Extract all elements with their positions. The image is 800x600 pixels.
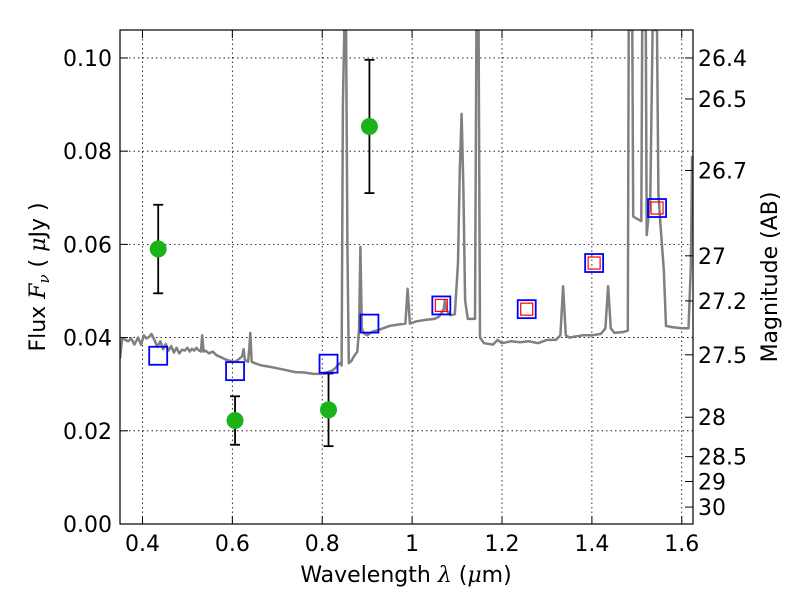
y2-axis-label: Magnitude (AB) <box>758 192 783 363</box>
x-tick-label: 1.6 <box>664 532 699 557</box>
mag-tick-label: 28.5 <box>698 446 747 471</box>
x-axis-label-unit-mu: μ <box>467 563 481 588</box>
observed-photometry-point <box>360 117 378 135</box>
model-photometry-inner-square <box>434 298 448 313</box>
model-spectrum <box>120 30 693 376</box>
y-tick-label: 0.10 <box>63 47 112 72</box>
mag-tick-label: 29 <box>698 470 726 495</box>
y-tick-label: 0.00 <box>63 513 112 538</box>
grid-lines <box>120 30 693 525</box>
y-tick-label: 0.02 <box>63 420 112 445</box>
data-markers <box>148 117 667 430</box>
x-tick-label: 1 <box>405 532 419 557</box>
model-photometry-square <box>647 198 667 218</box>
mag-tick-label: 26.4 <box>698 47 747 72</box>
y-tick-label: 0.04 <box>63 327 112 352</box>
observed-photometry-point <box>226 412 244 430</box>
model-photometry-square <box>516 299 537 320</box>
mag-tick-label: 27.2 <box>698 290 747 315</box>
x-axis-label-unit-rest: m) <box>482 563 512 588</box>
y-axis-label-symbol: F <box>26 283 51 300</box>
mag-tick-label: 27 <box>698 245 726 270</box>
x-tick-label: 1.4 <box>574 532 609 557</box>
y-axis-label-unit-open: ( <box>26 252 51 275</box>
y-tick-label: 0.06 <box>63 233 112 258</box>
model-spectrum-line <box>120 30 693 376</box>
y-axis-label-text: Flux <box>26 299 51 352</box>
model-photometry-square <box>584 253 605 273</box>
observed-photometry-point <box>320 401 338 419</box>
y-axis-label: Flux Fν ( μJy ) <box>26 202 53 351</box>
model-photometry-square <box>318 353 339 374</box>
plot-background <box>120 30 693 524</box>
y-axis-label-unit-rest: Jy ) <box>26 202 51 239</box>
model-photometry-inner-square <box>520 302 534 316</box>
mag-tick-label: 28 <box>698 406 726 431</box>
x-tick-label: 0.8 <box>305 532 340 557</box>
x-axis-label: Wavelength λ (μm) <box>300 563 511 588</box>
y-axis-label-subscript: ν <box>35 274 53 283</box>
mag-tick-label: 30 <box>698 496 726 521</box>
mag-tick-label: 26.7 <box>698 159 747 184</box>
x-tick-label: 1.2 <box>485 532 520 557</box>
x-tick-label: 0.4 <box>125 532 160 557</box>
x-axis-label-unit-open: ( <box>452 563 468 588</box>
x-axis-label-text: Wavelength <box>300 563 438 588</box>
x-axis-label-symbol: λ <box>437 563 452 588</box>
y-axis-label-unit-mu: μ <box>26 238 51 252</box>
model-photometry-square <box>431 295 452 316</box>
plot-frame <box>119 29 694 525</box>
model-photometry-inner-square <box>587 256 601 270</box>
x-tick-label: 0.6 <box>215 532 250 557</box>
model-photometry-square <box>225 361 245 382</box>
observed-photometry-point <box>149 240 167 258</box>
model-photometry-square <box>359 313 380 334</box>
axis-ticks: 0.4 0.6 0.8 1 1.2 1.4 1.6 0.00 0.02 0.04 0.06 0.08 0… <box>63 30 747 557</box>
model-photometry-square <box>148 345 169 366</box>
mag-tick-label: 26.5 <box>698 88 747 113</box>
model-photometry-inner-square <box>650 201 664 215</box>
mag-tick-label: 27.5 <box>698 344 747 369</box>
y-tick-label: 0.08 <box>63 140 112 165</box>
